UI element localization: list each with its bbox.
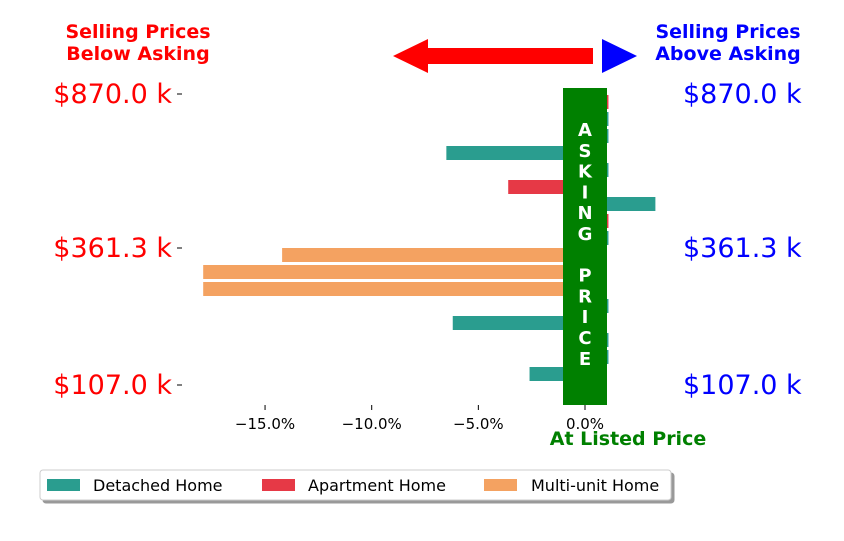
bar-10 bbox=[203, 265, 585, 279]
xtick-label-2: −5.0% bbox=[453, 415, 504, 433]
header-below-line1: Selling Prices bbox=[65, 21, 210, 43]
price-label-left-mid: $361.3 k bbox=[53, 233, 172, 264]
price-label-right-mid: $361.3 k bbox=[683, 233, 802, 264]
header-above-line1: Selling Prices bbox=[655, 21, 800, 43]
asking-letter-8: R bbox=[578, 286, 592, 307]
asking-letter-9: I bbox=[582, 307, 589, 328]
legend-box bbox=[39, 469, 672, 501]
bar-13 bbox=[452, 316, 585, 330]
legend-label-detached: Detached Home bbox=[93, 476, 223, 495]
bar-3 bbox=[446, 146, 585, 160]
price-label-right-top: $870.0 k bbox=[683, 79, 802, 110]
bar-11 bbox=[203, 282, 585, 296]
xtick-label-1: −10.0% bbox=[342, 415, 402, 433]
price-label-left-top: $870.0 k bbox=[53, 79, 172, 110]
price-label-right-bottom: $107.0 k bbox=[683, 370, 802, 401]
asking-price-band bbox=[563, 88, 607, 405]
legend-label-apartment: Apartment Home bbox=[308, 476, 446, 495]
xtick-label-0: −15.0% bbox=[235, 415, 295, 433]
asking-letter-7: P bbox=[578, 266, 591, 287]
asking-letter-1: S bbox=[579, 141, 592, 162]
legend-swatch-detached bbox=[47, 479, 80, 491]
x-axis: −15.0% −10.0% −5.0% 0.0% bbox=[235, 405, 604, 433]
header-below-line2: Below Asking bbox=[66, 43, 209, 65]
price-label-left-bottom: $107.0 k bbox=[53, 370, 172, 401]
legend: Detached Home Apartment Home Multi-unit … bbox=[39, 469, 672, 501]
asking-letter-10: C bbox=[578, 328, 591, 349]
asking-letter-5: G bbox=[578, 224, 593, 245]
bar-9 bbox=[282, 248, 585, 262]
asking-letter-4: N bbox=[577, 203, 592, 224]
legend-swatch-apartment bbox=[262, 479, 295, 491]
legend-label-multiunit: Multi-unit Home bbox=[531, 476, 659, 495]
asking-letter-11: E bbox=[579, 349, 591, 370]
arrow-left-icon bbox=[393, 39, 593, 73]
arrow-right-icon bbox=[602, 39, 637, 73]
xtick-label-3: 0.0% bbox=[566, 415, 604, 433]
asking-letter-0: A bbox=[578, 120, 592, 141]
header-above-line2: Above Asking bbox=[655, 43, 801, 65]
legend-swatch-multiunit bbox=[484, 479, 517, 491]
asking-letter-3: I bbox=[582, 182, 589, 203]
asking-letter-2: K bbox=[578, 162, 593, 183]
at-listed-price-label: At Listed Price bbox=[550, 428, 706, 450]
